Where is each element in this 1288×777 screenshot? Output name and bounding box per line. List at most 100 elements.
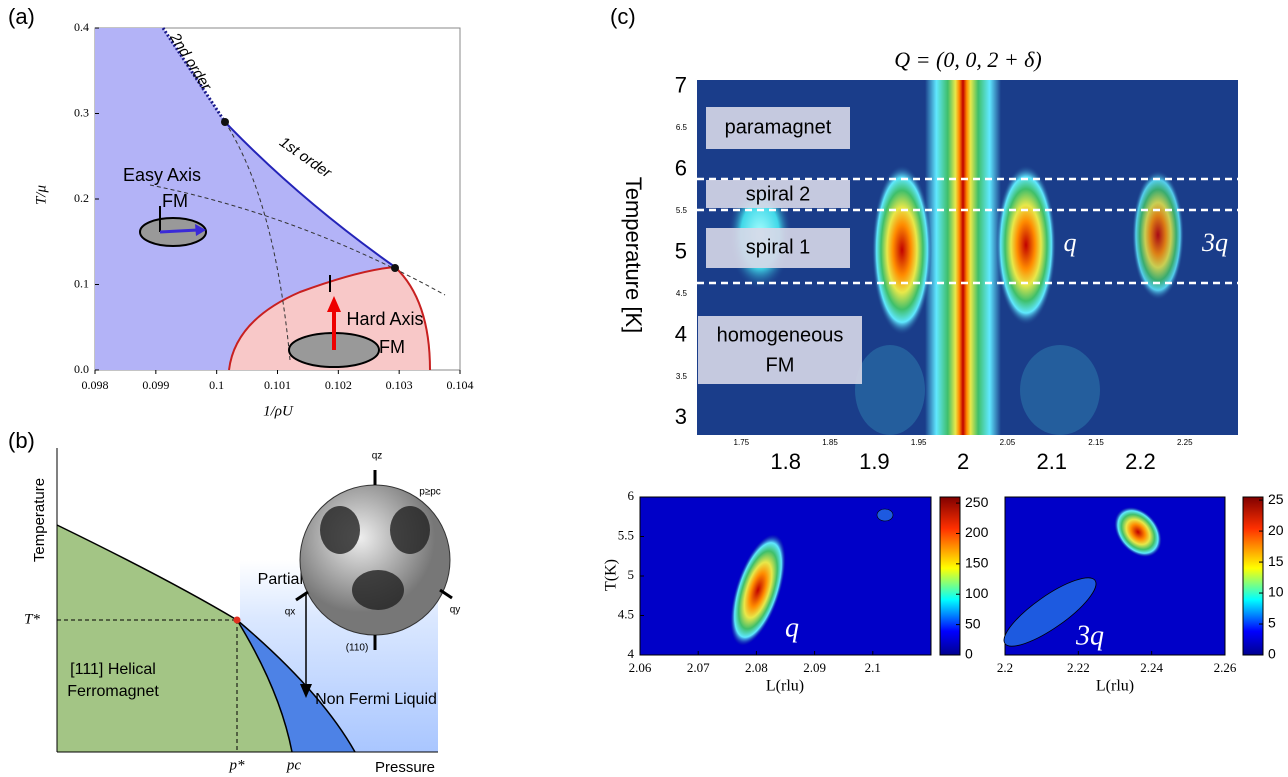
- y-tick-label: 0.3: [74, 105, 89, 119]
- y-tick-label: 4.5: [618, 606, 634, 621]
- x-tick-label: 2.22: [1067, 660, 1090, 675]
- second-order-line: [161, 27, 227, 123]
- y-tick-label: 6: [628, 488, 635, 503]
- y-tick-label: 250: [965, 494, 989, 510]
- x-tick-label: 0.103: [386, 378, 413, 392]
- contour-noise: [1020, 345, 1100, 435]
- sphere-axis: [295, 590, 309, 602]
- y-tick-label: 7: [675, 72, 687, 97]
- x-tick-label: 2.15: [1088, 438, 1104, 447]
- sphere-label: qz: [372, 451, 383, 462]
- phase-box: [706, 107, 850, 149]
- y-tick-label: 200: [965, 524, 989, 540]
- y-tick-label: 6: [675, 155, 687, 180]
- sphere-spot: [352, 570, 404, 610]
- y-tick-label: 150: [965, 555, 989, 571]
- y-tick-label: 3: [675, 404, 687, 429]
- x-tick-label: 1.8: [770, 449, 801, 474]
- y-tick-label: 100: [965, 585, 989, 601]
- y-tick-label: 4.5: [676, 289, 688, 298]
- colorbar: [1242, 496, 1264, 656]
- panel-label: (b): [8, 428, 35, 453]
- annotation: [111] Helical: [70, 661, 156, 678]
- y-tick-label: 0.2: [74, 191, 89, 205]
- y-tick-label: 3.5: [676, 372, 688, 381]
- annotation: Ferromagnet: [67, 683, 159, 700]
- annotation: FM: [162, 191, 188, 211]
- x-tick-label: 2.1: [1036, 449, 1067, 474]
- panel-c-left: q L(rlu) T(K): [603, 496, 961, 695]
- annotation: FM: [379, 337, 405, 357]
- contour-peak: [996, 165, 1056, 325]
- arrowhead: [327, 296, 341, 312]
- x-tick-label: 0.102: [325, 378, 352, 392]
- phase-box: [698, 316, 862, 384]
- contour-peak: [730, 534, 786, 646]
- spinodal: [224, 121, 291, 361]
- y-tick-label: 0.1: [74, 276, 89, 290]
- plot-title: Q = (0, 0, 2 + δ): [894, 47, 1041, 72]
- arrowhead: [195, 224, 206, 236]
- y-tick-label: 4: [675, 321, 687, 346]
- phase-label: paramagnet: [725, 116, 832, 138]
- contour-peak: [876, 508, 894, 522]
- y-tick-label: 5: [1268, 615, 1276, 631]
- x-tick-label: 1.95: [911, 438, 927, 447]
- panel-c-right: 3q L(rlu): [1003, 496, 1264, 695]
- x-axis-label: L(rlu): [1096, 678, 1134, 695]
- red-boundary: [228, 265, 431, 371]
- panel-c: paramagnet spiral 2 spiral 1 homogeneous…: [621, 47, 1238, 435]
- phase-boundary: [236, 619, 293, 753]
- tricritical-point: [221, 118, 229, 126]
- phase-box: [706, 180, 850, 208]
- sphere-label: qy: [450, 605, 461, 616]
- annotation: Non Fermi Liquid: [315, 691, 437, 708]
- hard-axis-region: [229, 267, 430, 370]
- phase-label: spiral 1: [746, 236, 810, 258]
- sphere: [299, 484, 451, 636]
- y-tick-label: 0.4: [74, 20, 89, 34]
- x-axis-label: 1/ρU: [263, 403, 294, 419]
- phase-label: FM: [766, 354, 795, 376]
- arrowhead: [300, 684, 312, 698]
- panel-label: (c): [610, 4, 636, 29]
- sphere-spot: [320, 506, 360, 554]
- x-tick-label: 2.25: [1177, 438, 1193, 447]
- annotation: p*: [229, 757, 246, 773]
- sphere-spot: [390, 506, 430, 554]
- x-tick-label: 2.09: [803, 660, 826, 675]
- x-tick-label: 2.1: [865, 660, 881, 675]
- y-tick-label: 6.5: [676, 123, 688, 132]
- x-tick-label: 1.85: [822, 438, 838, 447]
- colorbar: [939, 496, 961, 656]
- x-axis-label: Pressure: [375, 759, 435, 776]
- x-axis-label: L(rlu): [766, 678, 804, 695]
- contour-stripe: [925, 80, 1001, 435]
- x-tick-label: 0.101: [264, 378, 291, 392]
- sphere-label: p≥pc: [419, 487, 441, 498]
- y-tick-label: 5: [628, 567, 635, 582]
- panel-a: 2nd order 1st order Easy Axis FM Hard Ax…: [33, 27, 461, 419]
- phase-box: [706, 228, 850, 268]
- x-tick-label: 1.75: [734, 438, 750, 447]
- panel-b: Temperature Pressure T* p* pc [111] Heli…: [24, 448, 460, 776]
- sphere-axis: [439, 588, 453, 600]
- annotation: T*: [24, 611, 40, 627]
- y-tick-label: 0: [1268, 646, 1276, 662]
- annotation: pc: [286, 757, 302, 773]
- y-tick-label: 5.5: [676, 206, 688, 215]
- x-tick-label: 2.06: [629, 660, 652, 675]
- x-tick-label: 0.099: [142, 378, 169, 392]
- sphere-label: (110): [346, 643, 369, 654]
- peak-label: q: [785, 612, 799, 643]
- y-axis-label: T(K): [603, 559, 620, 591]
- y-tick-label: 4: [628, 646, 635, 661]
- contour-peak: [1132, 170, 1184, 300]
- x-tick-label: 2.26: [1214, 660, 1237, 675]
- y-axis-label: Temperature: [31, 478, 48, 562]
- x-tick-label: 2.2: [997, 660, 1013, 675]
- y-tick-label: 5.5: [618, 527, 634, 542]
- x-tick-label: 0.098: [82, 378, 109, 392]
- y-tick-label: 0.0: [74, 362, 89, 376]
- y-axis-label: T/μ: [33, 185, 49, 206]
